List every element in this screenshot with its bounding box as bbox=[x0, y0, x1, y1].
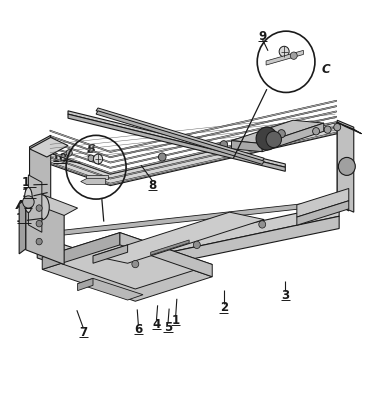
Polygon shape bbox=[93, 213, 264, 264]
Polygon shape bbox=[26, 194, 78, 216]
Polygon shape bbox=[50, 133, 337, 185]
Circle shape bbox=[132, 261, 139, 268]
Polygon shape bbox=[37, 204, 339, 267]
Circle shape bbox=[266, 132, 281, 148]
Circle shape bbox=[36, 239, 42, 245]
Text: 8: 8 bbox=[149, 178, 157, 191]
Text: 6: 6 bbox=[134, 322, 142, 335]
Polygon shape bbox=[120, 233, 212, 277]
Polygon shape bbox=[50, 106, 337, 158]
Circle shape bbox=[193, 242, 200, 249]
Polygon shape bbox=[297, 189, 349, 218]
Polygon shape bbox=[37, 164, 49, 237]
Polygon shape bbox=[151, 240, 189, 256]
Circle shape bbox=[324, 127, 331, 134]
Circle shape bbox=[88, 155, 94, 162]
Polygon shape bbox=[42, 233, 120, 270]
Polygon shape bbox=[337, 121, 354, 213]
Circle shape bbox=[256, 128, 278, 151]
Circle shape bbox=[278, 130, 285, 139]
Polygon shape bbox=[42, 233, 212, 289]
Polygon shape bbox=[96, 109, 264, 162]
Polygon shape bbox=[86, 175, 108, 179]
Circle shape bbox=[279, 47, 289, 58]
Polygon shape bbox=[96, 112, 264, 165]
Polygon shape bbox=[37, 235, 49, 247]
Ellipse shape bbox=[34, 195, 49, 220]
Polygon shape bbox=[49, 123, 337, 186]
Polygon shape bbox=[78, 279, 93, 291]
Text: 10: 10 bbox=[52, 151, 68, 164]
Text: 2: 2 bbox=[220, 301, 228, 314]
Ellipse shape bbox=[24, 188, 32, 213]
Circle shape bbox=[259, 221, 266, 229]
Polygon shape bbox=[68, 112, 285, 168]
Polygon shape bbox=[50, 117, 337, 169]
Polygon shape bbox=[93, 245, 128, 264]
Circle shape bbox=[36, 221, 42, 227]
Text: A: A bbox=[16, 199, 25, 212]
Polygon shape bbox=[68, 115, 285, 172]
Text: 11: 11 bbox=[21, 175, 38, 189]
Circle shape bbox=[220, 142, 228, 149]
Circle shape bbox=[339, 158, 355, 176]
Circle shape bbox=[23, 196, 34, 209]
Polygon shape bbox=[37, 247, 99, 279]
Text: 9: 9 bbox=[258, 30, 266, 43]
Text: 7: 7 bbox=[80, 325, 88, 338]
Polygon shape bbox=[50, 128, 337, 180]
Polygon shape bbox=[50, 122, 337, 174]
Polygon shape bbox=[266, 51, 303, 66]
Polygon shape bbox=[30, 136, 51, 247]
Text: C: C bbox=[322, 63, 330, 76]
Text: B: B bbox=[86, 143, 96, 156]
Polygon shape bbox=[337, 135, 349, 211]
Polygon shape bbox=[42, 245, 212, 301]
Text: 3: 3 bbox=[281, 288, 290, 301]
Polygon shape bbox=[81, 179, 106, 185]
Polygon shape bbox=[232, 142, 262, 152]
Circle shape bbox=[334, 124, 341, 132]
Text: 13: 13 bbox=[16, 211, 32, 224]
Text: 1: 1 bbox=[172, 313, 180, 326]
Circle shape bbox=[290, 53, 297, 60]
Polygon shape bbox=[19, 200, 26, 254]
Polygon shape bbox=[30, 138, 68, 157]
Polygon shape bbox=[99, 217, 339, 279]
Polygon shape bbox=[29, 175, 42, 233]
Text: 4: 4 bbox=[152, 317, 161, 330]
Polygon shape bbox=[337, 123, 361, 135]
Polygon shape bbox=[262, 124, 324, 152]
Polygon shape bbox=[49, 200, 337, 237]
Polygon shape bbox=[232, 121, 324, 144]
Polygon shape bbox=[26, 200, 64, 265]
Circle shape bbox=[158, 153, 166, 162]
Polygon shape bbox=[50, 112, 337, 164]
Text: 5: 5 bbox=[164, 320, 172, 333]
Circle shape bbox=[313, 128, 320, 136]
Polygon shape bbox=[78, 279, 143, 300]
Polygon shape bbox=[50, 101, 337, 153]
Text: 12: 12 bbox=[21, 187, 38, 200]
Circle shape bbox=[93, 155, 103, 164]
Polygon shape bbox=[297, 201, 349, 226]
Circle shape bbox=[66, 150, 72, 157]
Circle shape bbox=[36, 205, 42, 212]
